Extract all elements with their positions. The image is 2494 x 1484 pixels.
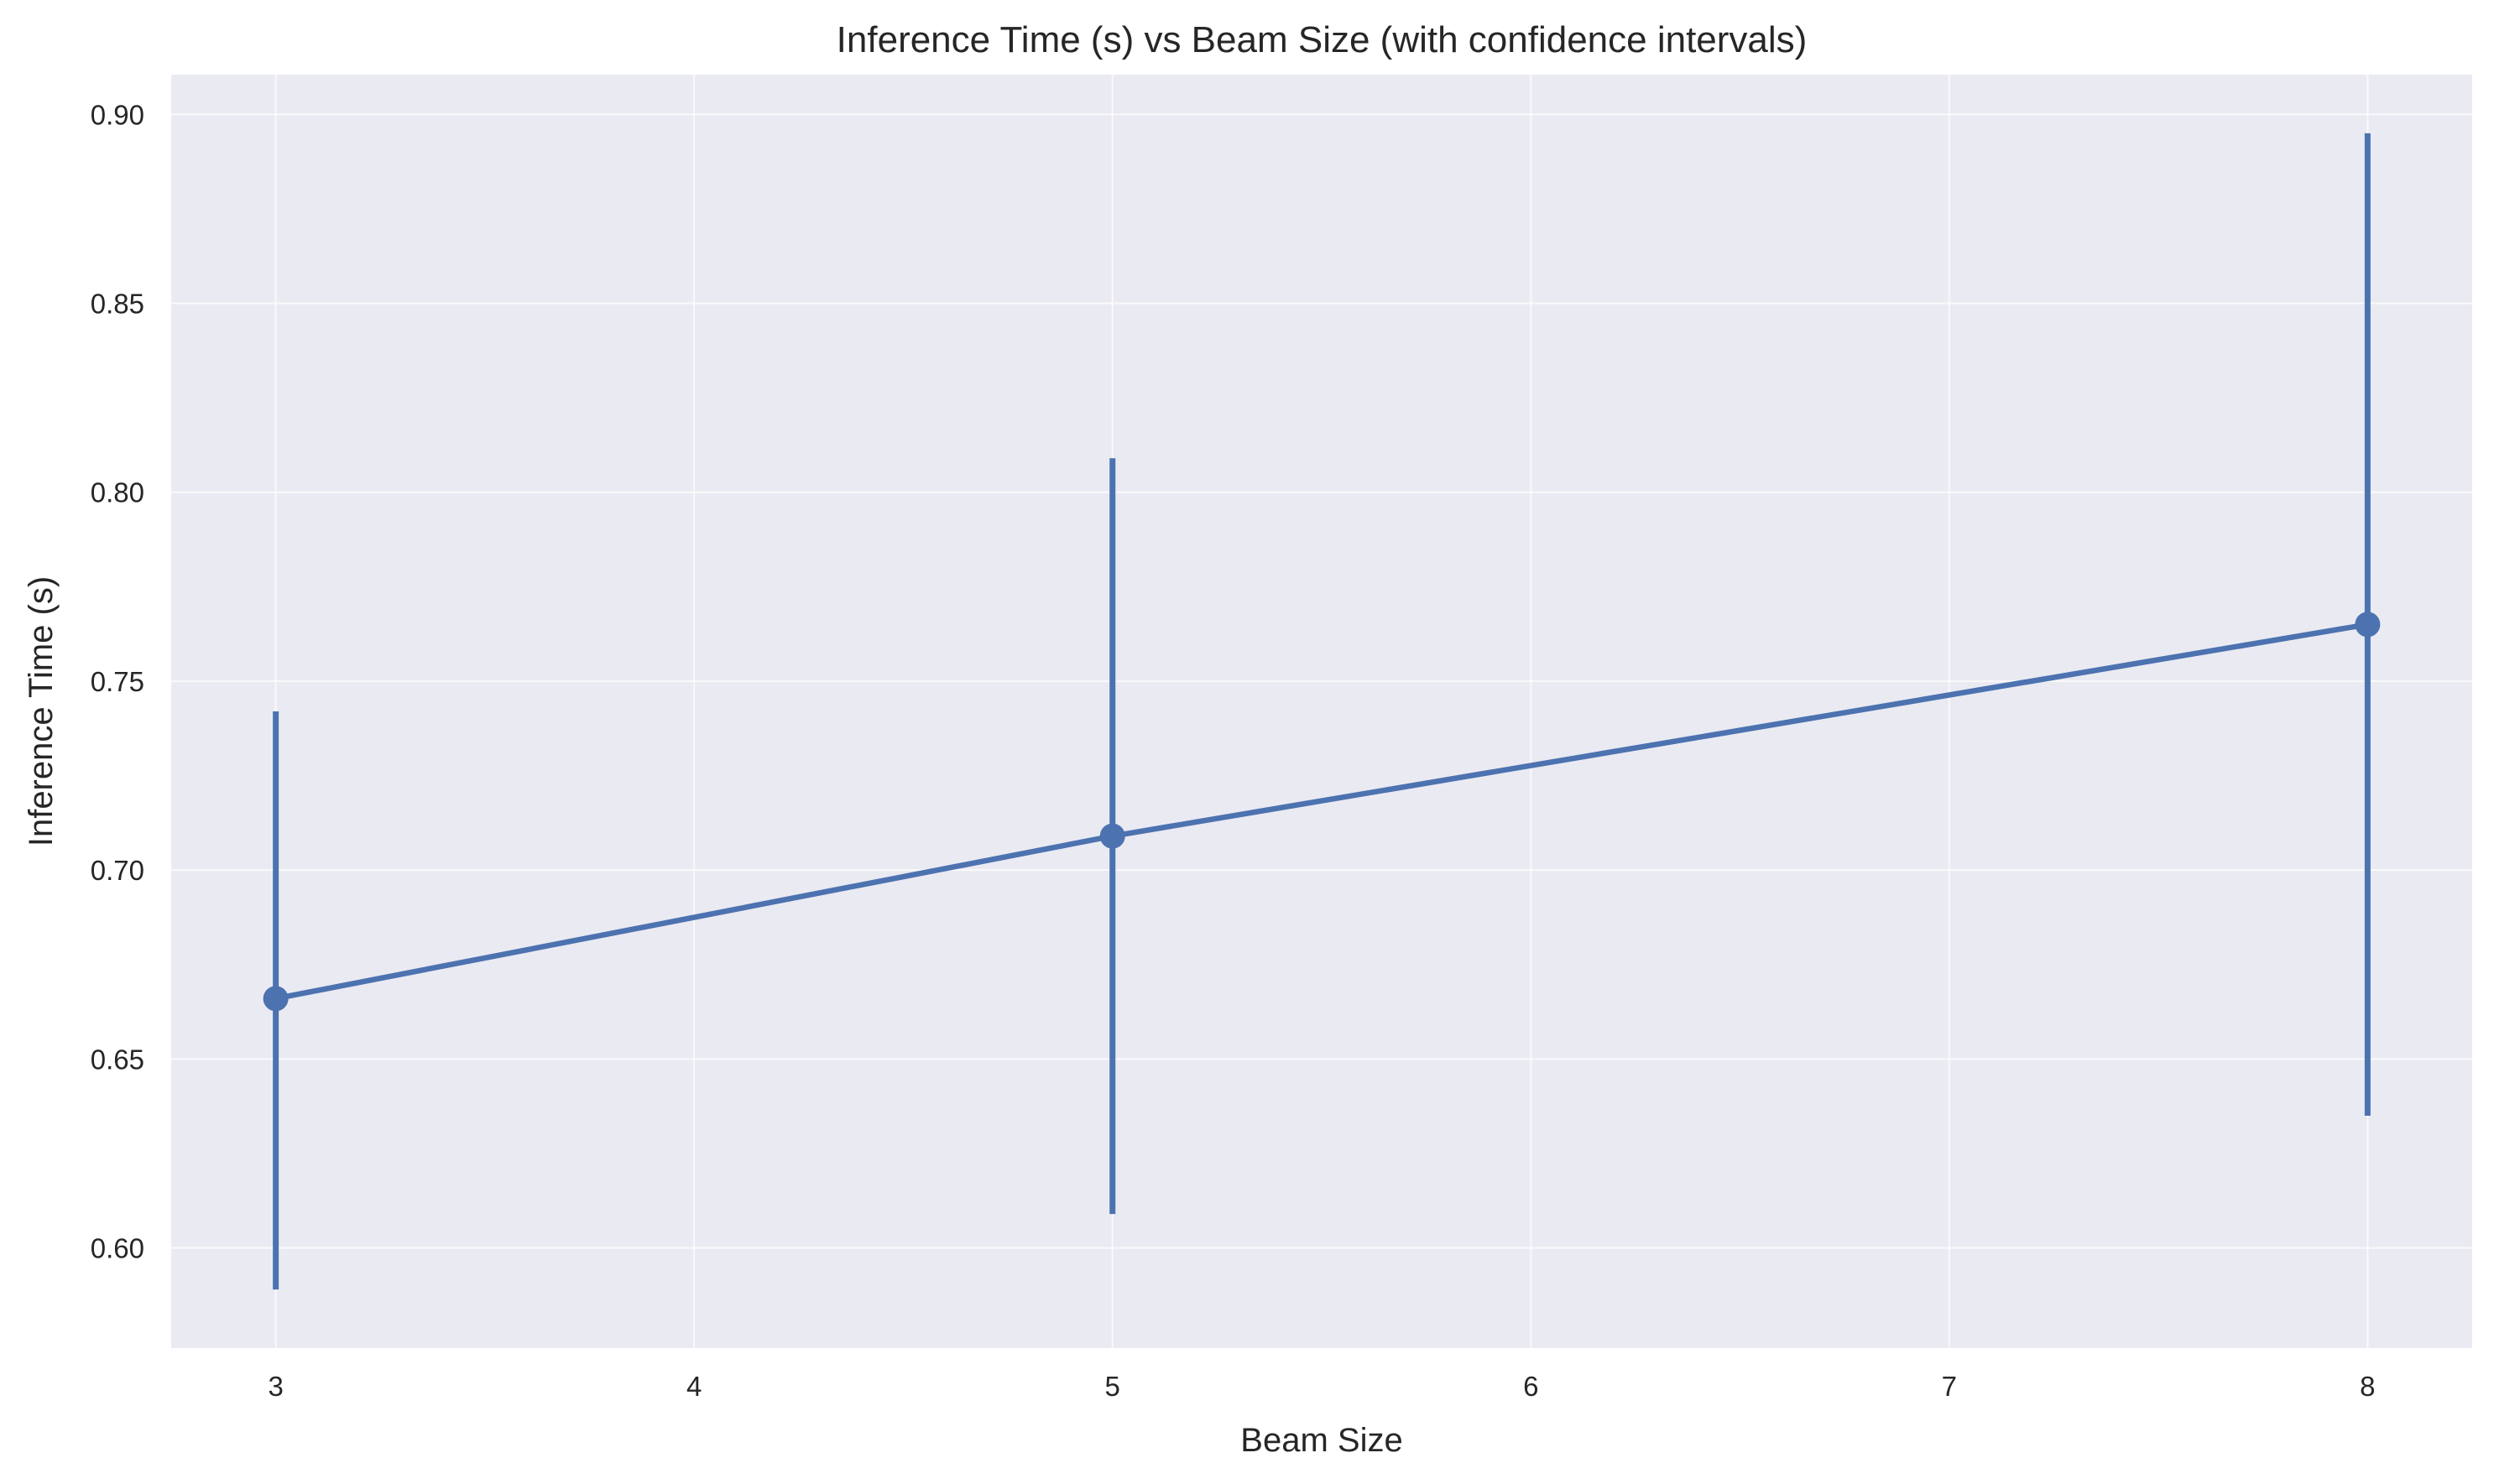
data-point xyxy=(2355,612,2381,638)
x-tick-label: 6 xyxy=(1523,1371,1538,1402)
y-tick-label: 0.75 xyxy=(91,666,144,697)
x-tick-label: 5 xyxy=(1105,1371,1120,1402)
x-axis-ticks: 3 4 5 6 7 8 xyxy=(268,1371,2375,1402)
x-tick-label: 4 xyxy=(686,1371,702,1402)
data-points xyxy=(263,612,2381,1012)
y-tick-label: 0.85 xyxy=(91,289,144,320)
y-tick-label: 0.70 xyxy=(91,855,144,886)
y-tick-label: 0.90 xyxy=(91,99,144,130)
data-point xyxy=(263,986,289,1012)
y-axis-label: Inference Time (s) xyxy=(23,576,60,846)
y-tick-label: 0.60 xyxy=(91,1233,144,1264)
y-axis-ticks: 0.60 0.65 0.70 0.75 0.80 0.85 0.90 xyxy=(91,99,144,1263)
x-tick-label: 7 xyxy=(1942,1371,1957,1402)
data-point xyxy=(1099,823,1125,849)
chart-title: Inference Time (s) vs Beam Size (with co… xyxy=(837,19,1808,60)
x-tick-label: 8 xyxy=(2360,1371,2375,1402)
y-tick-label: 0.65 xyxy=(91,1044,144,1075)
x-tick-label: 3 xyxy=(268,1371,283,1402)
x-axis-label: Beam Size xyxy=(1240,1422,1402,1459)
y-tick-label: 0.80 xyxy=(91,477,144,508)
plot-area xyxy=(171,75,2472,1348)
